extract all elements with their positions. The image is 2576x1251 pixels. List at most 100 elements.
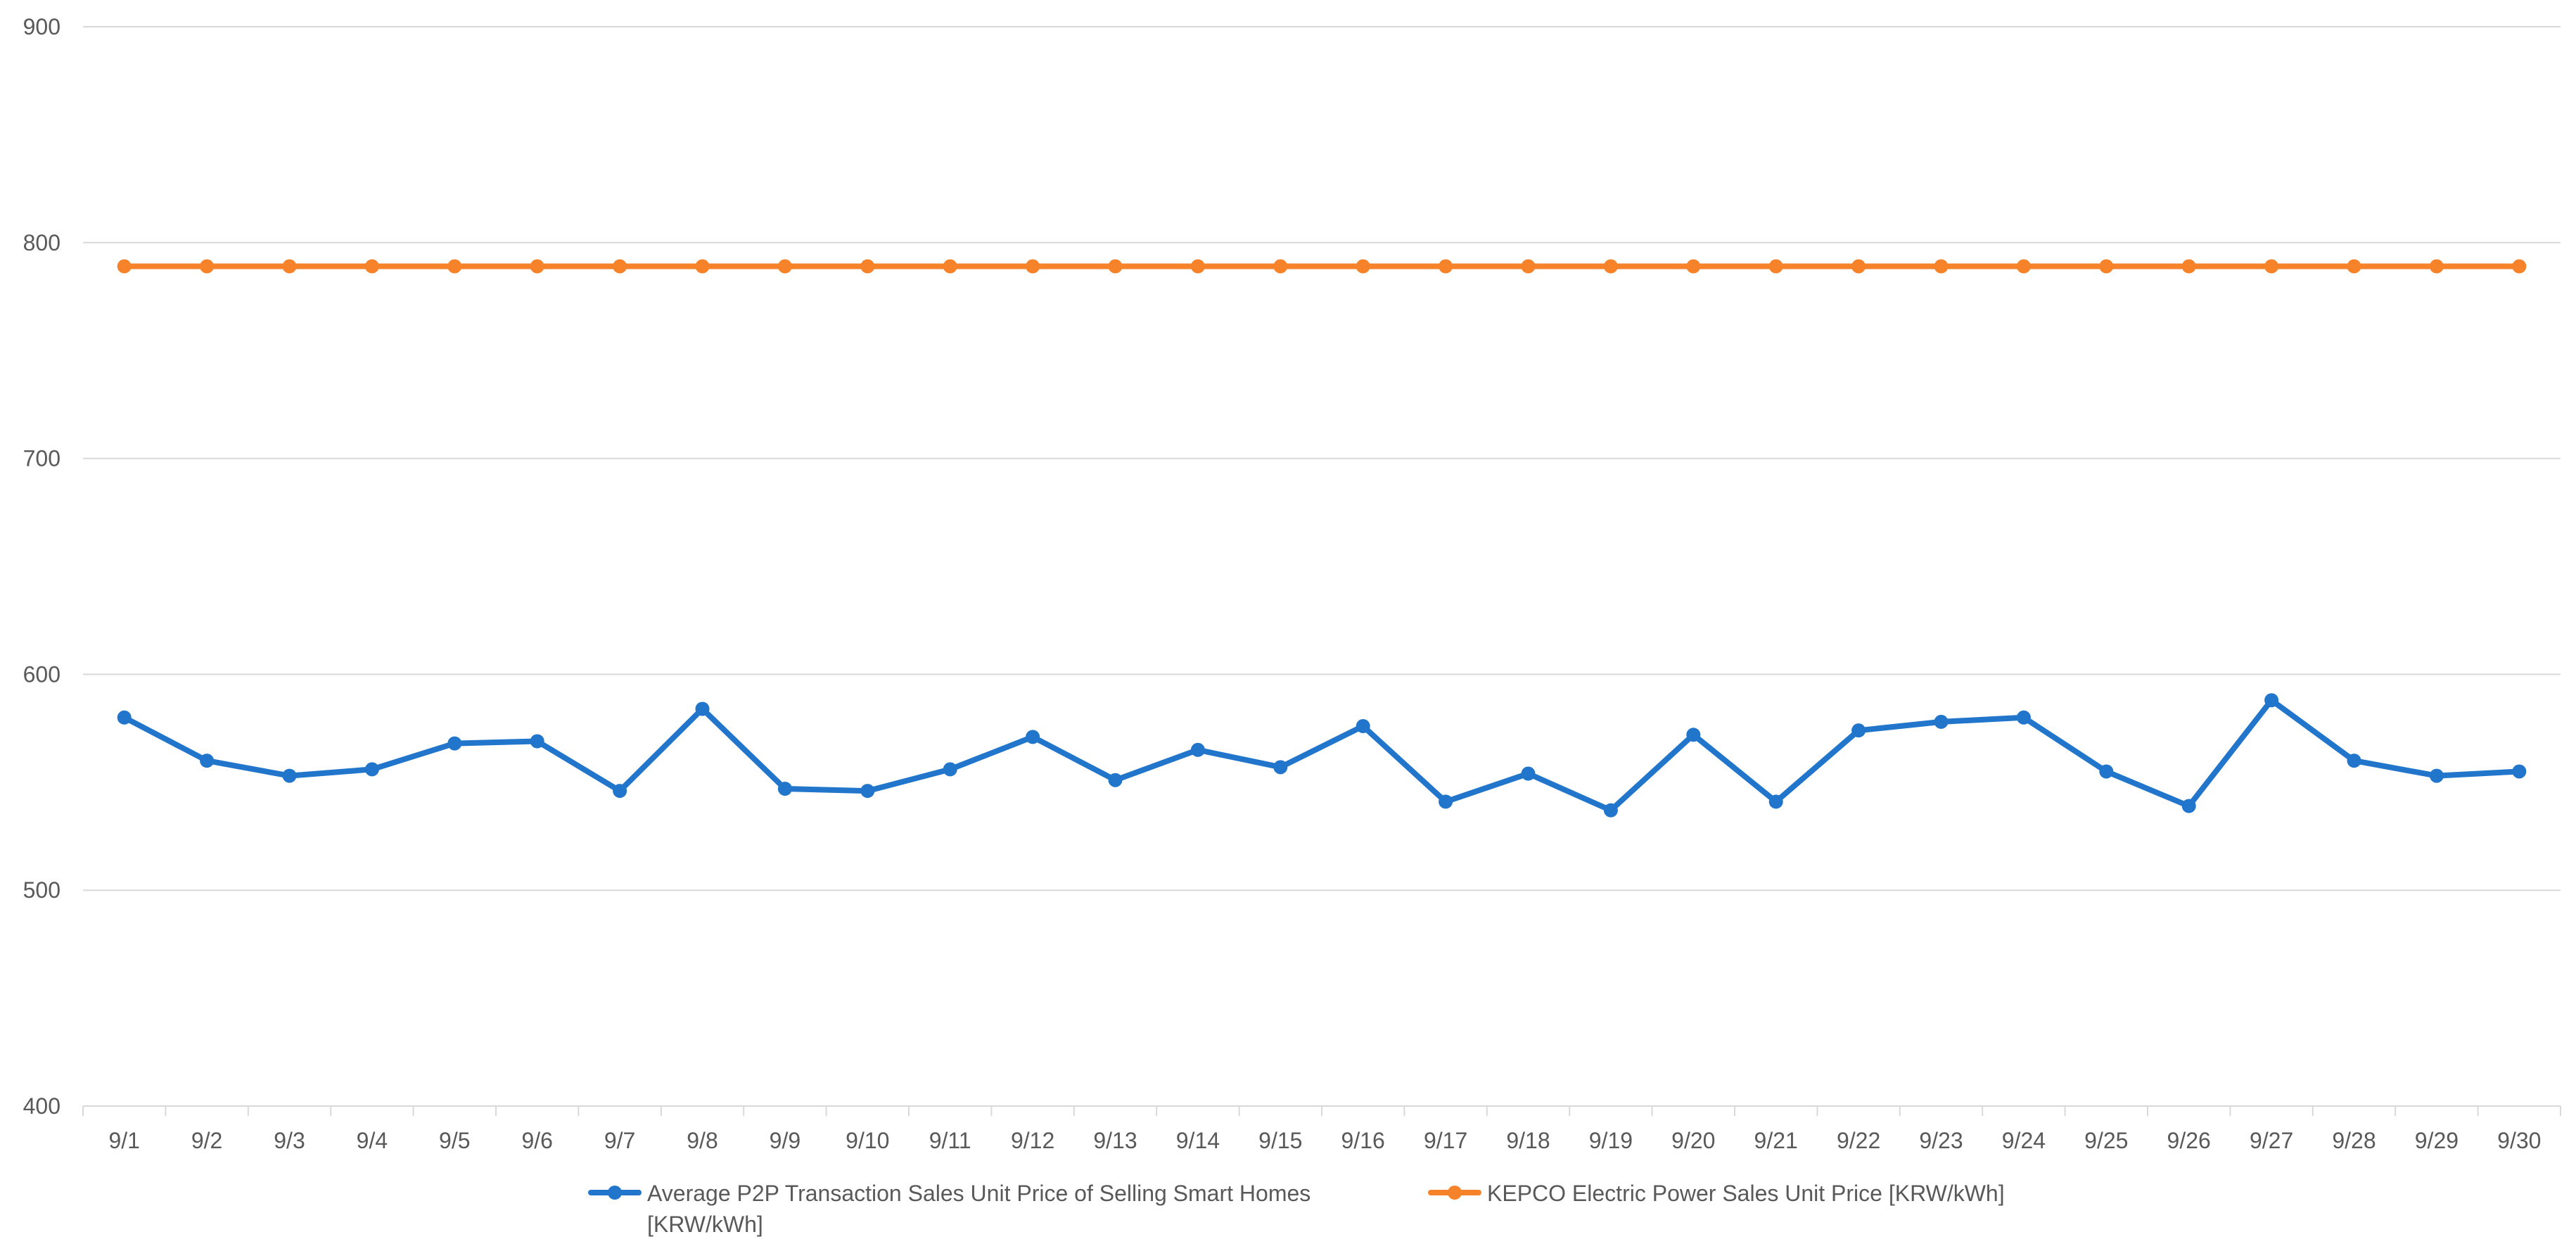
series-2-point-9-11 xyxy=(943,259,957,274)
series-2-point-9-20 xyxy=(1686,259,1701,274)
series-2-point-9-15 xyxy=(1273,259,1288,274)
legend-swatch-marker-1 xyxy=(608,1186,622,1200)
x-tick-label-9-9: 9/9 xyxy=(770,1128,801,1153)
series-2-point-9-7 xyxy=(613,259,627,274)
series-1-point-9-29 xyxy=(2429,768,2444,783)
series-2-point-9-24 xyxy=(2016,259,2031,274)
y-axis-tick-labels: 400 500 600 700 800 900 xyxy=(23,14,60,1119)
series-2-point-9-18 xyxy=(1521,259,1536,274)
x-tick-label-9-19: 9/19 xyxy=(1589,1128,1633,1153)
series-2-point-9-22 xyxy=(1851,259,1866,274)
series-group xyxy=(117,259,2527,818)
x-tick-label-9-22: 9/22 xyxy=(1837,1128,1880,1153)
x-tick-label-9-5: 9/5 xyxy=(439,1128,470,1153)
x-tick-label-9-16: 9/16 xyxy=(1341,1128,1385,1153)
y-tick-label-800: 800 xyxy=(23,230,60,255)
gridlines xyxy=(83,26,2561,891)
x-tick-label-9-6: 9/6 xyxy=(521,1128,552,1153)
series-1-point-9-9 xyxy=(777,782,792,796)
x-tick-label-9-7: 9/7 xyxy=(604,1128,635,1153)
series-1-point-9-22 xyxy=(1851,723,1866,738)
series-2-point-9-9 xyxy=(777,259,792,274)
legend-label-1-line-2: [KRW/kWh] xyxy=(647,1212,763,1237)
series-2-point-9-21 xyxy=(1768,259,1783,274)
series-2-point-9-16 xyxy=(1356,259,1370,274)
series-1-point-9-3 xyxy=(282,768,297,783)
series-1-point-9-5 xyxy=(447,736,462,751)
series-1-point-9-17 xyxy=(1439,794,1453,809)
x-tick-label-9-8: 9/8 xyxy=(687,1128,718,1153)
series-1-point-9-15 xyxy=(1273,760,1288,775)
series-1-point-9-6 xyxy=(530,734,544,749)
x-tick-label-9-17: 9/17 xyxy=(1424,1128,1467,1153)
legend-label-2-line-1: KEPCO Electric Power Sales Unit Price [K… xyxy=(1487,1181,2005,1206)
legend-item-1: Average P2P Transaction Sales Unit Price… xyxy=(588,1181,1311,1237)
x-tick-label-9-28: 9/28 xyxy=(2332,1128,2376,1153)
series-1-point-9-12 xyxy=(1026,730,1040,744)
series-2-point-9-2 xyxy=(200,259,215,274)
series-2-point-9-3 xyxy=(282,259,297,274)
x-tick-label-9-23: 9/23 xyxy=(1919,1128,1963,1153)
series-2-point-9-5 xyxy=(447,259,462,274)
series-2-point-9-27 xyxy=(2264,259,2279,274)
series-1-point-9-16 xyxy=(1356,719,1370,734)
x-tick-label-9-2: 9/2 xyxy=(191,1128,222,1153)
x-tick-label-9-20: 9/20 xyxy=(1671,1128,1715,1153)
series-1-line xyxy=(121,697,2523,813)
legend-swatch-marker-2 xyxy=(1448,1186,1462,1200)
x-tick-label-9-27: 9/27 xyxy=(2250,1128,2293,1153)
series-1-point-9-4 xyxy=(364,762,379,777)
x-tick-label-9-25: 9/25 xyxy=(2084,1128,2128,1153)
series-2-point-9-1 xyxy=(117,259,132,274)
series-2-point-9-23 xyxy=(1934,259,1949,274)
series-1-point-9-19 xyxy=(1603,803,1618,818)
series-2-point-9-17 xyxy=(1439,259,1453,274)
series-1-point-9-21 xyxy=(1768,794,1783,809)
series-1-point-9-30 xyxy=(2512,764,2527,779)
series-1-point-9-18 xyxy=(1521,766,1536,781)
series-2-point-9-13 xyxy=(1108,259,1123,274)
series-2-point-9-10 xyxy=(860,259,875,274)
series-1-point-9-20 xyxy=(1686,728,1701,742)
series-2-point-9-19 xyxy=(1603,259,1618,274)
series-2-point-9-29 xyxy=(2429,259,2444,274)
x-tick-label-9-21: 9/21 xyxy=(1754,1128,1798,1153)
series-1-point-9-2 xyxy=(200,754,215,768)
x-axis xyxy=(82,1105,2561,1116)
y-tick-label-400: 400 xyxy=(23,1093,60,1119)
series-1-point-9-24 xyxy=(2016,710,2031,725)
series-1-point-9-1 xyxy=(117,710,132,725)
series-2-point-9-8 xyxy=(695,259,710,274)
series-2-point-9-4 xyxy=(364,259,379,274)
series-2-point-9-26 xyxy=(2181,259,2196,274)
series-1-point-9-10 xyxy=(860,784,875,799)
x-tick-label-9-12: 9/12 xyxy=(1011,1128,1054,1153)
series-1-point-9-8 xyxy=(695,701,710,716)
series-2-point-9-25 xyxy=(2099,259,2114,274)
series-1-point-9-28 xyxy=(2347,754,2361,768)
x-tick-label-9-15: 9/15 xyxy=(1258,1128,1302,1153)
series-2 xyxy=(117,259,2527,274)
legend-item-2: KEPCO Electric Power Sales Unit Price [K… xyxy=(1428,1181,2005,1206)
series-1-point-9-26 xyxy=(2181,799,2196,813)
x-tick-label-9-10: 9/10 xyxy=(846,1128,889,1153)
y-tick-label-500: 500 xyxy=(23,877,60,903)
x-tick-label-9-11: 9/11 xyxy=(929,1128,971,1153)
series-2-point-9-12 xyxy=(1026,259,1040,274)
series-1-point-9-27 xyxy=(2264,693,2279,708)
series-1-point-9-7 xyxy=(613,784,627,799)
x-tick-label-9-4: 9/4 xyxy=(357,1128,388,1153)
x-tick-label-9-13: 9/13 xyxy=(1093,1128,1137,1153)
x-tick-label-9-26: 9/26 xyxy=(2167,1128,2211,1153)
x-tick-label-9-30: 9/30 xyxy=(2497,1128,2541,1153)
series-1-point-9-13 xyxy=(1108,773,1123,787)
series-2-point-9-14 xyxy=(1190,259,1205,274)
series-1 xyxy=(117,693,2527,818)
series-2-point-9-28 xyxy=(2347,259,2361,274)
series-2-point-9-30 xyxy=(2512,259,2527,274)
x-tick-label-9-3: 9/3 xyxy=(274,1128,305,1153)
legend-label-1-line-1: Average P2P Transaction Sales Unit Price… xyxy=(647,1181,1311,1206)
x-tick-label-9-29: 9/29 xyxy=(2415,1128,2459,1153)
series-1-point-9-11 xyxy=(943,762,957,777)
